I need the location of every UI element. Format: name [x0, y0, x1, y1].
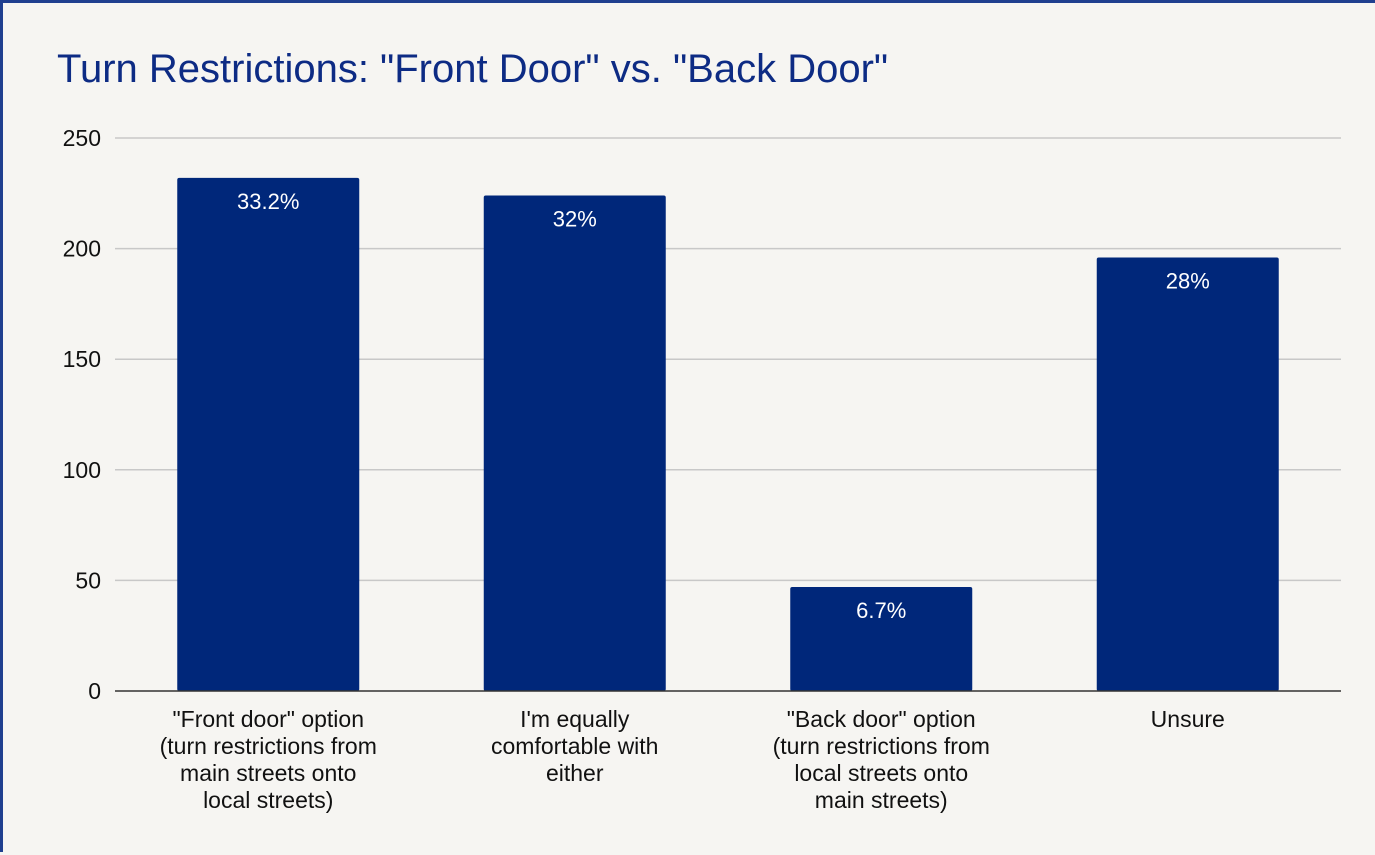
x-category-label: Unsure — [1151, 706, 1225, 732]
x-category-label: "Front door" option — [173, 706, 365, 732]
bar — [177, 177, 360, 692]
y-tick-label: 50 — [75, 567, 101, 593]
chart-title: Turn Restrictions: "Front Door" vs. "Bac… — [57, 47, 889, 91]
bar — [790, 587, 973, 691]
x-category-label: main streets) — [815, 787, 948, 813]
x-category-label: either — [546, 760, 604, 786]
x-category-label: I'm equally — [520, 706, 630, 732]
y-tick-label: 200 — [63, 236, 101, 262]
bar-data-label: 28% — [1166, 268, 1210, 293]
y-tick-label: 250 — [63, 125, 101, 151]
x-category-label: "Back door" option — [787, 706, 976, 732]
x-category-label: (turn restrictions from — [160, 733, 377, 759]
x-category-label: comfortable with — [491, 733, 658, 759]
x-category-label: (turn restrictions from — [773, 733, 990, 759]
bar-data-label: 32% — [553, 207, 597, 232]
bar-data-label: 33.2% — [237, 189, 299, 214]
x-category-label: local streets) — [203, 787, 333, 813]
bar-data-label: 6.7% — [856, 598, 906, 623]
bar — [483, 195, 666, 691]
y-tick-label: 0 — [88, 678, 101, 704]
x-category-label: main streets onto — [180, 760, 356, 786]
y-tick-label: 100 — [63, 457, 101, 483]
y-tick-label: 150 — [63, 346, 101, 372]
x-category-label: local streets onto — [794, 760, 968, 786]
bar — [1096, 257, 1279, 691]
